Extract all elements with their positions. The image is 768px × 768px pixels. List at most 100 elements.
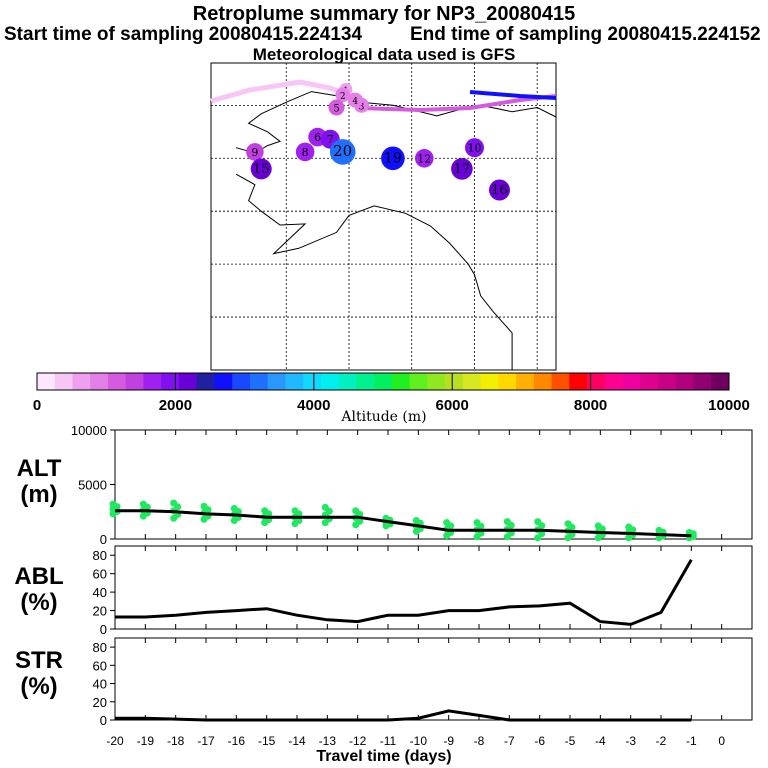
alt-scatter-point xyxy=(594,522,602,530)
x-tick-label: -7 xyxy=(504,734,515,748)
alt-scatter-point xyxy=(564,520,572,528)
map-marker xyxy=(465,138,484,158)
abl-panel-label: ABL (%) xyxy=(4,564,74,616)
map-marker xyxy=(328,99,345,116)
colorbar-swatch xyxy=(178,373,198,390)
y-tick-label: 0 xyxy=(100,622,107,637)
x-tick-label: -13 xyxy=(319,734,337,748)
x-tick-label: -5 xyxy=(565,734,576,748)
y-tick-label: 20 xyxy=(93,695,107,710)
colorbar-swatch xyxy=(391,373,411,390)
map-markers: 12345678910121516171920 xyxy=(246,83,510,201)
series-line xyxy=(115,559,693,626)
map-marker-label: 20 xyxy=(333,142,352,160)
map-marker xyxy=(250,158,272,180)
colorbar-label: Altitude (m) xyxy=(341,409,427,425)
panel-frame xyxy=(114,429,753,540)
y-tick-label: 20 xyxy=(93,604,107,619)
x-tick-label: -2 xyxy=(656,734,667,748)
x-tick-label: -19 xyxy=(137,734,155,748)
abl-label-line1: ABL xyxy=(14,563,64,590)
colorbar-swatch xyxy=(445,373,464,390)
colorbar-swatch xyxy=(622,373,641,390)
alt-scatter-point xyxy=(230,505,238,512)
y-tick-label: 60 xyxy=(93,567,107,582)
alt-scatter-point xyxy=(503,518,511,526)
colorbar-swatch xyxy=(551,373,570,390)
str-panel: 0 20 40 60 80 xyxy=(93,637,753,728)
str-label-line2: (%) xyxy=(20,673,58,700)
panel-frame xyxy=(114,637,753,721)
abl-panel: 0 20 40 60 80 xyxy=(93,545,753,637)
x-axis-ticks: -20 -19 -18 -17 -16 -15 -14 -13 -12 -11 -10 -9 -8 -7-… xyxy=(106,734,725,748)
map-marker xyxy=(246,143,264,161)
colorbar-swatch xyxy=(374,373,393,390)
x-tick-label: -16 xyxy=(228,734,246,748)
colorbar-swatch xyxy=(462,373,481,390)
colorbar-swatch xyxy=(409,373,428,390)
x-tick-label: -20 xyxy=(106,734,124,748)
abl-label-line2: (%) xyxy=(20,589,58,616)
colorbar-swatch xyxy=(196,373,215,390)
colorbar-swatch xyxy=(267,373,286,390)
pacific-coastline xyxy=(235,173,513,370)
map-marker xyxy=(489,179,510,201)
x-tick-label: -15 xyxy=(258,734,276,748)
colorbar-swatch xyxy=(249,373,269,390)
alt-scatter-point xyxy=(109,500,117,508)
x-tick-label: -3 xyxy=(625,734,636,748)
y-tick-label: 80 xyxy=(93,640,107,655)
colorbar-swatch xyxy=(90,373,109,390)
map-marker-label: 17 xyxy=(454,162,471,177)
alt-label-line2: (m) xyxy=(20,481,58,508)
alt-scatter-point xyxy=(412,517,420,524)
alt-scatter-point xyxy=(352,507,360,515)
colorbar-tick-label: 2000 xyxy=(159,397,192,414)
map-marker xyxy=(451,158,473,180)
colorbar-tick-label: 0 xyxy=(33,397,41,414)
map-marker xyxy=(415,149,434,168)
y-tick-label: 40 xyxy=(93,585,107,600)
map-marker xyxy=(329,139,356,165)
x-tick-label: -4 xyxy=(595,734,606,748)
y-tick-label: 10000 xyxy=(71,423,107,438)
x-tick-label: -6 xyxy=(534,734,545,748)
colorbar-swatch xyxy=(711,373,730,390)
colorbar-swatch xyxy=(498,373,517,390)
colorbar-swatch xyxy=(480,373,499,390)
colorbar-swatch xyxy=(569,373,588,390)
map-marker-label: 16 xyxy=(491,183,508,198)
alt-label-line1: ALT xyxy=(16,455,62,482)
start-time-text: Start time of sampling 20080415.224134 xyxy=(4,24,363,45)
colorbar-tick-label: 4000 xyxy=(297,397,330,414)
x-tick-label: -12 xyxy=(349,734,367,748)
map-marker-label: 10 xyxy=(468,142,482,155)
y-tick-label: 80 xyxy=(93,548,107,563)
x-axis-label: Travel time (days) xyxy=(316,748,452,765)
map-marker-label: 5 xyxy=(333,104,339,115)
alt-scatter-point xyxy=(170,499,178,507)
x-tick-label: -8 xyxy=(474,734,485,748)
colorbar-swatch xyxy=(107,373,127,390)
x-tick-label: -18 xyxy=(167,734,185,748)
alt-scatter-point xyxy=(200,502,208,510)
colorbar-swatch xyxy=(143,373,162,390)
alt-scatter-point xyxy=(291,507,299,515)
y-tick-label: 60 xyxy=(93,658,107,673)
colorbar-swatch xyxy=(54,373,73,390)
map-marker xyxy=(347,92,363,108)
str-label-line1: STR xyxy=(15,647,63,674)
colorbar-swatch xyxy=(693,373,712,390)
alt-scatter-point xyxy=(534,518,542,526)
alt-panel-label: ALT (m) xyxy=(4,456,74,508)
x-tick-label: -10 xyxy=(410,734,428,748)
map-marker-label: 3 xyxy=(359,102,365,112)
str-panel-label: STR (%) xyxy=(4,648,74,700)
end-time-text: End time of sampling 20080415.224152 xyxy=(410,24,761,45)
series-line xyxy=(115,709,692,722)
y-tick-label: 5000 xyxy=(78,478,107,493)
map-panel: 12345678910121516171920 xyxy=(210,62,557,371)
map-marker-label: 15 xyxy=(253,162,270,177)
colorbar-swatch xyxy=(604,373,623,390)
